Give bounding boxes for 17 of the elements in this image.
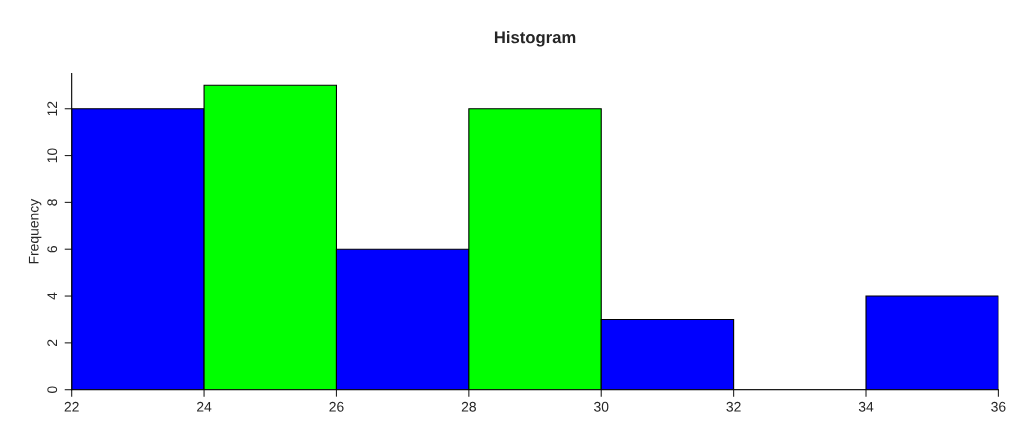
x-tick-label: 24	[197, 401, 212, 412]
x-tick-label: 22	[64, 401, 79, 412]
y-tick-label: 12	[47, 101, 57, 116]
x-tick-label: 36	[991, 401, 1006, 412]
chart-title: Histogram	[494, 30, 576, 47]
x-tick-label: 34	[858, 401, 874, 412]
x-tick-label: 28	[461, 401, 476, 412]
y-tick-label: 10	[47, 148, 58, 163]
y-tick-label: 0	[47, 386, 58, 394]
y-tick-label: 2	[47, 339, 57, 347]
y-tick-label: 4	[47, 292, 57, 300]
y-axis-title: Frequency	[28, 198, 42, 264]
x-tick-label: 30	[594, 401, 609, 412]
y-tick-label: 8	[47, 199, 58, 206]
x-tick-label: 32	[726, 401, 741, 412]
x-tick-label: 26	[329, 401, 344, 412]
y-tick-label: 6	[47, 245, 58, 253]
